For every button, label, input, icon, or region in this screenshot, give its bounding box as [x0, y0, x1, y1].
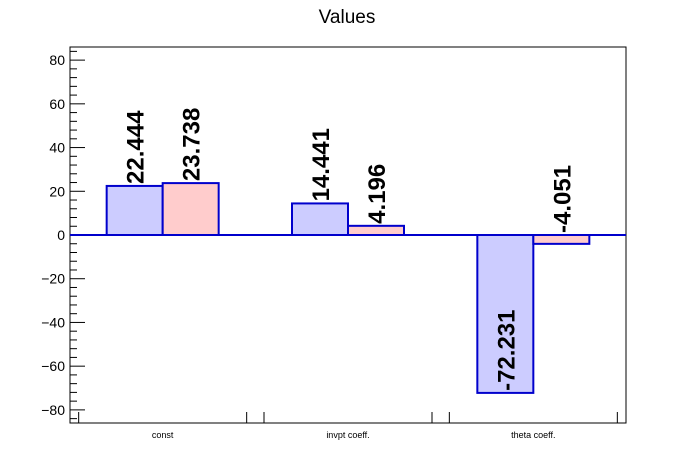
y-axis: 80 60 40 20 0 −20 −40 −60 −80	[41, 50, 85, 420]
bar-blue	[105, 184, 164, 236]
y-tick-label: 80	[49, 52, 65, 68]
bar-data-label: -4.051	[549, 165, 576, 233]
y-tick-label: −40	[41, 314, 65, 330]
bar-pink	[347, 224, 405, 236]
y-tick-label: 20	[49, 183, 65, 199]
bar-pink	[161, 182, 220, 237]
bar-data-label: 22.444	[123, 110, 150, 184]
bar-data-label: 14.441	[308, 128, 335, 201]
chart-title: Values	[319, 7, 376, 28]
bar-blue	[291, 202, 349, 237]
bars-group	[105, 182, 591, 394]
x-tick-label: theta coeff.	[511, 430, 555, 440]
data-labels-group: 22.444 14.441 -72.231 23.738 4.196 -4.051	[123, 108, 577, 391]
y-tick-label: −80	[41, 402, 65, 418]
y-tick-label: 60	[49, 96, 65, 112]
bar-data-label: 23.738	[179, 108, 206, 181]
x-tick-label: invpt coeff.	[326, 430, 369, 440]
y-tick-label: −60	[41, 358, 65, 374]
y-tick-label: 40	[49, 140, 65, 156]
bar-blue	[476, 234, 535, 394]
y-tick-label: 0	[57, 227, 65, 243]
bar-data-label: -72.231	[493, 309, 520, 390]
y-tick-label: −20	[41, 271, 65, 287]
x-axis: const invpt coeff. theta coeff.	[78, 412, 618, 440]
x-tick-label: const	[152, 430, 174, 440]
bar-data-label: 4.196	[364, 164, 391, 224]
bar-pink	[532, 234, 591, 245]
